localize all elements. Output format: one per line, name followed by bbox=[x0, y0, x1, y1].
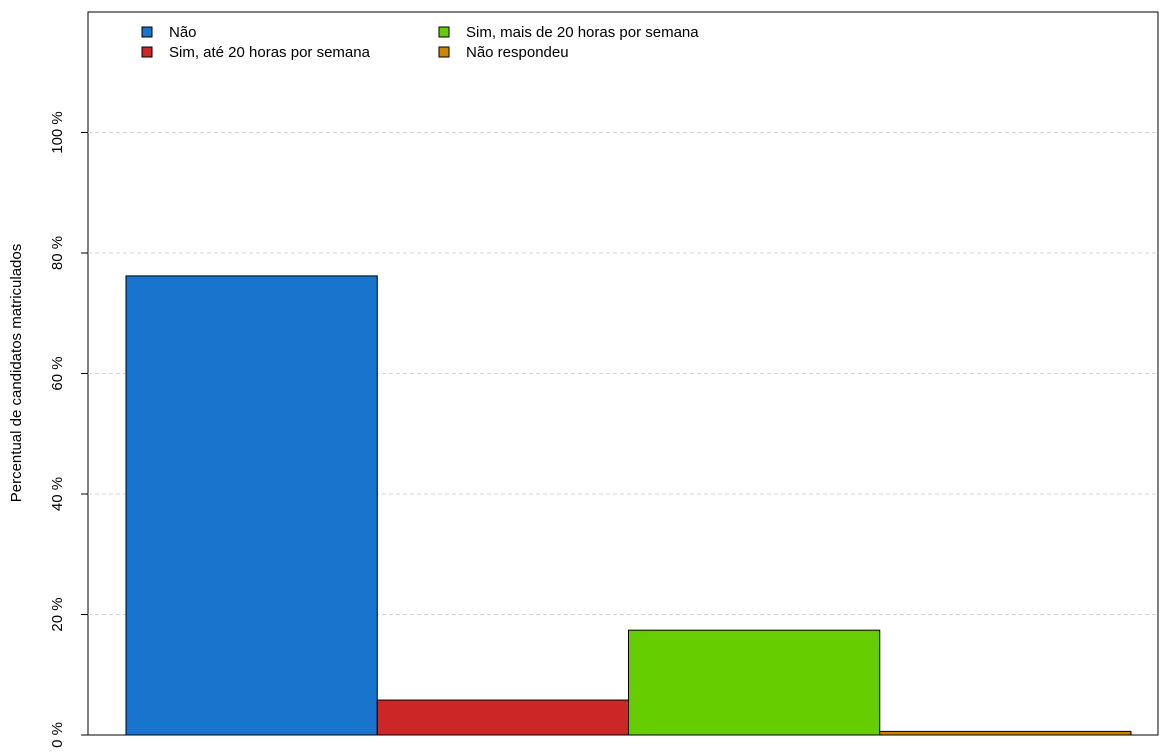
y-tick-label: 0 % bbox=[49, 722, 66, 748]
legend-swatch bbox=[141, 26, 153, 38]
bar-2 bbox=[376, 699, 629, 736]
y-tick-label: 100 % bbox=[49, 111, 66, 154]
y-tick-label: 20 % bbox=[49, 597, 66, 631]
legend-swatch bbox=[438, 26, 450, 38]
legend-swatch bbox=[141, 46, 153, 58]
y-axis-ticks: 0 % 20 % 40 % 60 % 80 % 100 % bbox=[49, 111, 88, 748]
y-axis-title: Percentual de candidatos matriculados bbox=[8, 244, 25, 503]
y-tick-label: 40 % bbox=[49, 477, 66, 511]
legend: Não Sim, até 20 horas por semana Sim, mais… bbox=[141, 24, 699, 61]
legend-swatch bbox=[438, 46, 450, 58]
bars bbox=[125, 275, 1132, 736]
y-tick-label: 60 % bbox=[49, 356, 66, 390]
bar-3 bbox=[628, 629, 881, 736]
legend-label: Não respondeu bbox=[466, 44, 569, 61]
y-tick-label: 80 % bbox=[49, 236, 66, 270]
legend-label: Não bbox=[169, 24, 197, 41]
legend-label: Sim, mais de 20 horas por semana bbox=[466, 24, 699, 41]
bar-4 bbox=[879, 730, 1132, 736]
legend-label: Sim, até 20 horas por semana bbox=[169, 44, 371, 61]
bar-1 bbox=[125, 275, 378, 736]
